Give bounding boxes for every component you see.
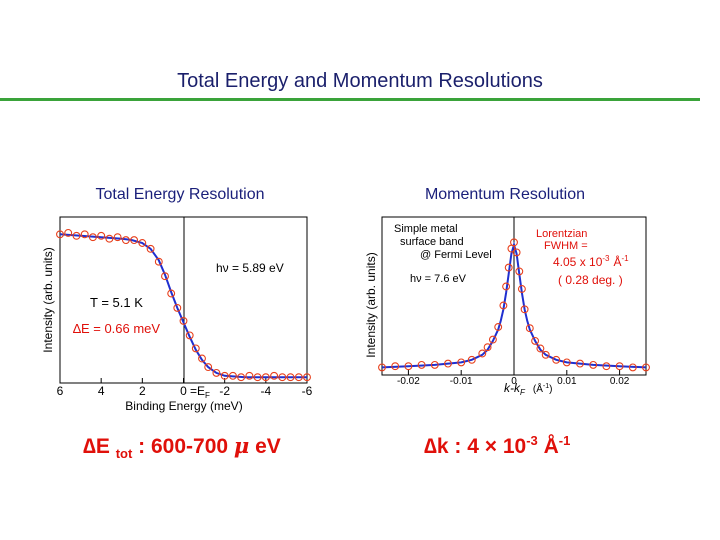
data-point (303, 373, 311, 382)
data-point (56, 230, 64, 239)
x-tick-label: 0.02 (610, 376, 630, 387)
momentum-resolution-formula: ∆k : 4 × 10-3 Å-1 (424, 433, 571, 458)
x-tick-label: 0.01 (557, 376, 577, 387)
data-point (517, 285, 526, 293)
data-point (562, 358, 571, 367)
data-point (294, 373, 303, 382)
x-axis-label: k-kF (Å-1) (504, 381, 552, 397)
data-point (220, 371, 229, 380)
sample-annotation: Simple metal surface band @ Fermi Level (394, 223, 492, 261)
x-axis-label: Binding Energy (meV) (125, 399, 242, 413)
data-point (161, 272, 169, 281)
fit-curve (59, 233, 307, 379)
fermi-label: =EF (190, 384, 210, 400)
photon-energy-annotation: hν = 7.6 eV (410, 273, 467, 285)
y-axis-label: Intensity (arb. units) (41, 247, 55, 352)
data-point (589, 360, 598, 369)
x-tick-label: -6 (302, 384, 313, 398)
angle-annotation: ( 0.28 deg. ) (558, 273, 623, 287)
photon-energy-annotation: hν = 5.89 eV (216, 261, 284, 275)
x-tick-label: 0 (511, 376, 517, 387)
data-point (615, 362, 624, 371)
data-point (245, 371, 254, 380)
data-point (642, 363, 650, 372)
momentum-chart-title: Momentum Resolution (424, 186, 586, 203)
temperature-annotation: T = 5.1 K (90, 295, 143, 310)
data-point (185, 331, 194, 340)
x-tick-label: -2 (219, 384, 230, 398)
data-point (628, 363, 637, 372)
data-point (467, 355, 476, 364)
data-point (488, 335, 497, 344)
x-tick-label: -4 (260, 384, 271, 398)
data-point (504, 263, 513, 272)
data-point (270, 371, 279, 380)
data-point (237, 373, 246, 382)
data-point (179, 316, 188, 325)
data-point (444, 359, 452, 368)
x-tick-label: 6 (57, 384, 64, 398)
data-point (457, 358, 466, 367)
data-point (64, 228, 73, 237)
fwhm-value-annotation: 4.05 x 10-3 Å-1 (553, 254, 629, 269)
data-point (602, 362, 611, 371)
lorentzian-annotation: Lorentzian FWHM = (536, 228, 590, 252)
data-point (510, 238, 518, 247)
energy-resolution-formula: ∆E tot : 600-700 μ eV (83, 433, 281, 462)
data-point (552, 355, 561, 364)
x-tick-label: 0 (180, 384, 187, 398)
data-point (531, 336, 540, 345)
data-point (502, 282, 511, 291)
data-point (105, 234, 114, 243)
data-point (130, 236, 139, 245)
data-point (278, 373, 287, 382)
data-point (191, 344, 200, 353)
data-point (97, 231, 106, 240)
data-point (72, 231, 81, 240)
data-point (228, 371, 237, 380)
data-point (515, 267, 524, 276)
data-point (417, 360, 426, 369)
data-point (121, 236, 130, 245)
data-point (286, 373, 295, 382)
y-axis-label: Intensity (arb. units) (364, 252, 378, 357)
data-point (88, 233, 97, 242)
data-point (212, 368, 221, 377)
data-point (198, 354, 206, 363)
data-point (494, 323, 503, 331)
data-point (430, 360, 439, 369)
data-point (173, 303, 182, 312)
data-point (80, 230, 89, 239)
energy-resolution-annotation: ∆E = 0.66 meV (73, 321, 160, 336)
data-point (541, 350, 550, 359)
data-point (536, 344, 545, 353)
data-point (113, 233, 122, 242)
data-point (478, 349, 487, 358)
data-point (154, 257, 163, 266)
momentum-resolution-chart: -0.02 -0.01 0 0.01 0.02 k-kF (Å-1) Intensity … (364, 216, 650, 397)
data-point (253, 373, 262, 382)
x-tick-label: -0.02 (397, 376, 420, 387)
x-tick-label: 2 (139, 384, 146, 398)
data-point (512, 248, 521, 257)
data-point (146, 244, 155, 253)
data-point (204, 363, 213, 372)
slide-title: Total Energy and Momentum Resolutions (177, 70, 543, 92)
data-point (378, 363, 386, 372)
energy-resolution-chart: 6 4 2 0 -2 -4 -6 =EF Binding Energy (meV) Inte… (41, 216, 313, 413)
data-point (404, 362, 413, 371)
data-point (525, 324, 534, 333)
x-tick-label: -0.01 (450, 376, 473, 387)
data-point (261, 373, 270, 382)
data-point (576, 359, 584, 368)
x-tick-label: 4 (98, 384, 105, 398)
data-point (520, 305, 529, 314)
data-point (483, 343, 492, 352)
data-point (167, 289, 176, 298)
data-point (391, 362, 400, 371)
data-point (138, 239, 147, 247)
data-point (499, 301, 508, 310)
title-divider (0, 98, 700, 101)
energy-chart-title: Total Energy Resolution (95, 186, 265, 203)
